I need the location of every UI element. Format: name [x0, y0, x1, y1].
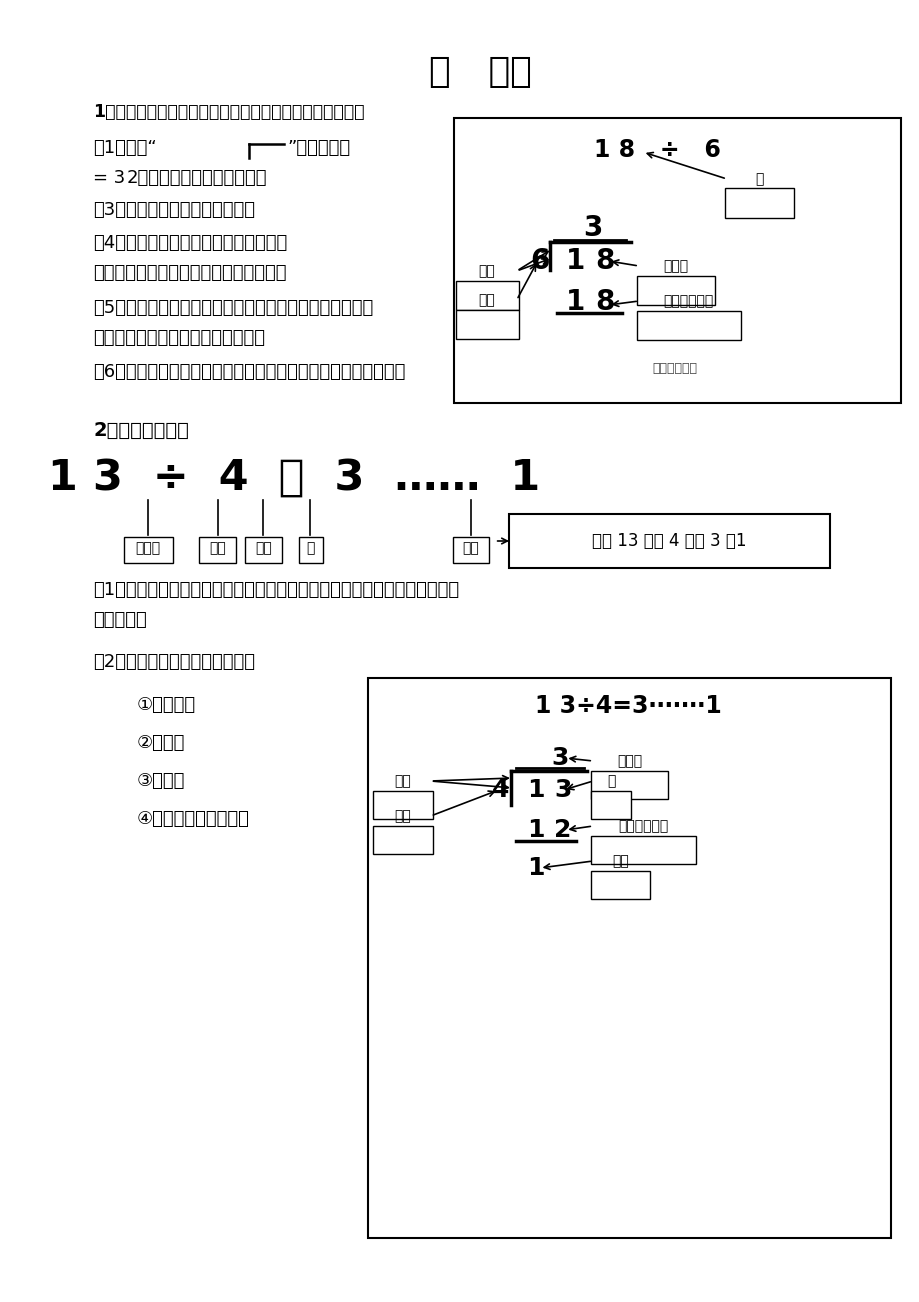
Text: 除数: 除数 — [394, 809, 411, 823]
FancyBboxPatch shape — [637, 276, 715, 305]
Text: 2）再在除号里面写被除数；: 2）再在除号里面写被除数； — [127, 169, 267, 187]
FancyBboxPatch shape — [724, 187, 793, 217]
FancyBboxPatch shape — [373, 792, 432, 819]
Text: 被除数: 被除数 — [135, 542, 160, 555]
Text: 被除数的上面，商和被除数的个位对齐；: 被除数的上面，商和被除数的个位对齐； — [93, 264, 287, 283]
Text: 商: 商 — [607, 773, 615, 788]
Text: （2）有余数除法竖式计算措施：: （2）有余数除法竖式计算措施： — [93, 654, 255, 671]
FancyBboxPatch shape — [299, 536, 323, 562]
Text: 被除数: 被除数 — [663, 259, 688, 273]
Text: （3）然后在除号的左侧写除数；: （3）然后在除号的左侧写除数； — [93, 201, 255, 219]
Text: 4: 4 — [492, 779, 508, 802]
Text: 读作 13 除以 4 等于 3 余1: 读作 13 除以 4 等于 3 余1 — [592, 533, 746, 549]
Text: = 3: = 3 — [93, 169, 125, 187]
Text: 余数: 余数 — [462, 542, 479, 555]
FancyBboxPatch shape — [452, 536, 488, 562]
Text: 就是余数。: 就是余数。 — [93, 611, 147, 629]
Text: （1）把一种数平均分时，如果分到最后有剩余且不够再分一次，剩余的部分: （1）把一种数平均分时，如果分到最后有剩余且不够再分一次，剩余的部分 — [93, 581, 459, 599]
Text: 8: 8 — [595, 247, 614, 275]
Text: ④计算商与除数的积；: ④计算商与除数的积； — [136, 810, 249, 828]
FancyBboxPatch shape — [455, 310, 518, 339]
Text: ①写竖式；: ①写竖式； — [136, 697, 195, 713]
Text: 1: 1 — [527, 855, 544, 880]
Text: 3: 3 — [553, 779, 571, 802]
Text: 1: 1 — [527, 779, 544, 802]
Text: （6）最后用被除数减去商与除数的积，把成果写在横线的下面。: （6）最后用被除数减去商与除数的积，把成果写在横线的下面。 — [93, 363, 405, 381]
Text: 被除数: 被除数 — [617, 754, 641, 768]
Text: 除号: 除号 — [478, 264, 495, 279]
Text: 1: 1 — [566, 247, 584, 275]
Text: 3: 3 — [550, 746, 568, 769]
FancyBboxPatch shape — [373, 825, 432, 854]
Text: ③写商；: ③写商； — [136, 772, 185, 790]
Text: 除号: 除号 — [209, 542, 226, 555]
Text: （4）再根据乘法口诀求商，并把商写在: （4）再根据乘法口诀求商，并把商写在 — [93, 234, 288, 253]
Text: 3: 3 — [583, 214, 602, 242]
Text: 1: 1 — [527, 818, 544, 842]
Text: 1 3  ÷  4  ＝  3  ……  1: 1 3 ÷ 4 ＝ 3 …… 1 — [48, 457, 539, 499]
FancyBboxPatch shape — [591, 771, 667, 799]
Text: 2、有余数除法：: 2、有余数除法： — [93, 421, 189, 440]
FancyBboxPatch shape — [124, 536, 173, 562]
Text: 1: 1 — [566, 288, 584, 316]
Text: 齐，在除数与商的下面画一条横线；: 齐，在除数与商的下面画一条横线； — [93, 329, 265, 348]
Text: 除数: 除数 — [255, 542, 271, 555]
Text: 余数: 余数 — [612, 854, 629, 868]
Text: 除号: 除号 — [394, 773, 411, 788]
Text: （1）先写“: （1）先写“ — [93, 139, 157, 158]
Text: （5）然后把除数与商的积写在被除数的下面，相似数位对: （5）然后把除数与商的积写在被除数的下面，相似数位对 — [93, 299, 373, 316]
Text: ”表达除号；: ”表达除号； — [287, 139, 350, 158]
FancyBboxPatch shape — [591, 871, 650, 898]
FancyBboxPatch shape — [453, 118, 900, 404]
FancyBboxPatch shape — [199, 536, 235, 562]
Text: 8: 8 — [595, 288, 614, 316]
Text: 被除数减商与: 被除数减商与 — [652, 362, 697, 375]
Text: 1、除数是一位数（商是一位数）的除法的竖式计算措施：: 1、除数是一位数（商是一位数）的除法的竖式计算措施： — [93, 103, 365, 121]
Text: 2: 2 — [553, 818, 571, 842]
FancyBboxPatch shape — [245, 536, 281, 562]
Text: 商: 商 — [306, 542, 314, 555]
Text: 一   除法: 一 除法 — [428, 55, 531, 89]
Text: 1 8   ÷   6: 1 8 ÷ 6 — [593, 138, 720, 161]
Text: 除数: 除数 — [478, 293, 495, 307]
Text: 商与除数的积: 商与除数的积 — [663, 294, 713, 309]
Text: ②试商；: ②试商； — [136, 734, 185, 753]
Text: 商与除数的积: 商与除数的积 — [618, 819, 668, 833]
FancyBboxPatch shape — [508, 514, 829, 568]
FancyBboxPatch shape — [368, 678, 891, 1238]
Text: 6: 6 — [529, 247, 549, 275]
Text: 商: 商 — [754, 172, 763, 186]
FancyBboxPatch shape — [591, 792, 630, 819]
Text: 1 3÷4=3‧‧‧‧‧‧‧1: 1 3÷4=3‧‧‧‧‧‧‧1 — [535, 694, 721, 717]
FancyBboxPatch shape — [637, 311, 741, 340]
FancyBboxPatch shape — [455, 281, 518, 310]
FancyBboxPatch shape — [591, 836, 696, 865]
